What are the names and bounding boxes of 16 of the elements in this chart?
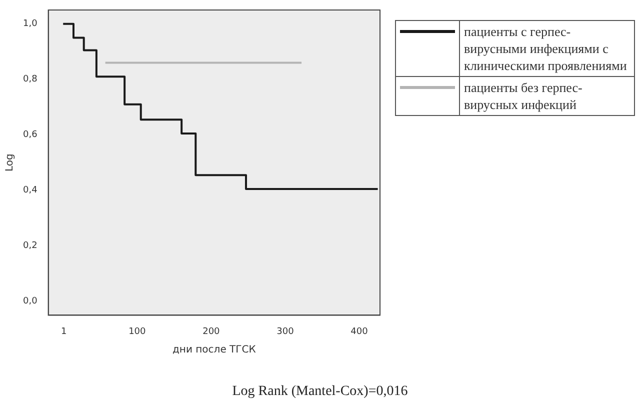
x-tick-label: 100 bbox=[128, 326, 146, 337]
y-tick-label: 0,0 bbox=[22, 296, 38, 307]
y-tick-label: 0,6 bbox=[22, 130, 38, 140]
legend-label: пациенты с герпес-вирусными инфекциями с клиническими проявлениями bbox=[460, 20, 634, 76]
text: Log Rank (Mantel-Cox)=0,016 bbox=[231, 384, 409, 400]
x-tick-label: 300 bbox=[276, 326, 294, 337]
y-tick-label: 1,0 bbox=[22, 19, 38, 30]
legend-label: пациенты без герпес-вирусных инфекций bbox=[460, 76, 634, 116]
x-tick-label: 1 bbox=[60, 326, 67, 337]
y-tick-label: 0,8 bbox=[22, 74, 38, 85]
y-tick-label: 0,2 bbox=[22, 241, 38, 252]
x-tick-label: 400 bbox=[350, 326, 368, 337]
x-tick-label: 200 bbox=[202, 326, 220, 337]
y-axis-title: Log bbox=[4, 154, 16, 172]
x-axis-title: дни после ТГСК bbox=[172, 344, 256, 356]
y-tick-label: 0,4 bbox=[22, 186, 38, 196]
